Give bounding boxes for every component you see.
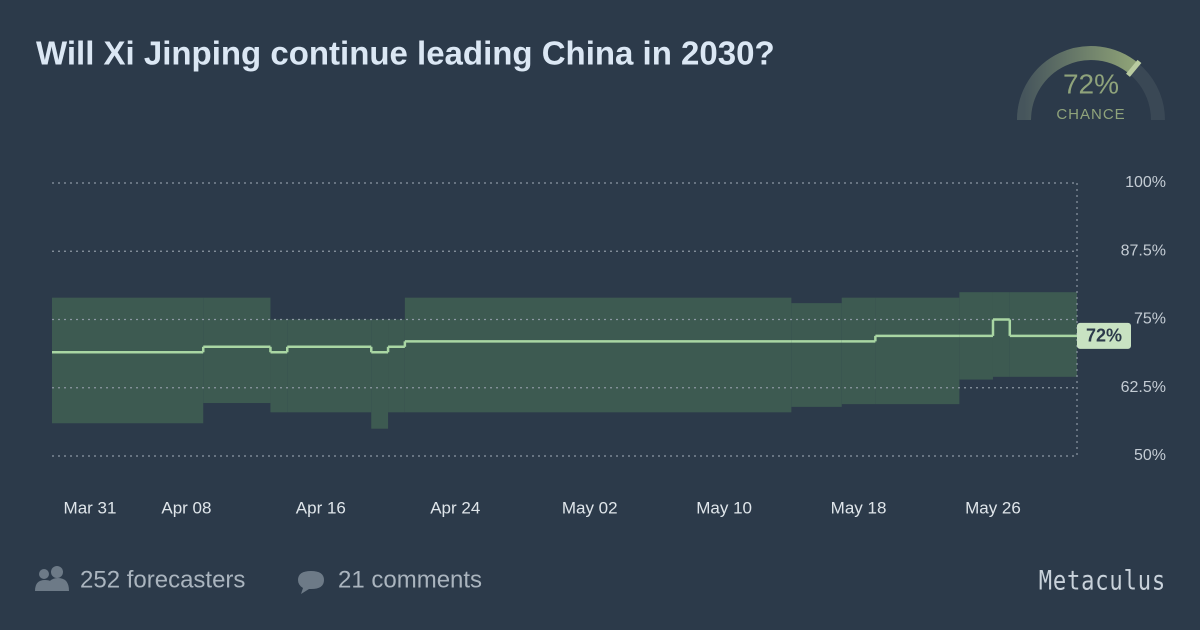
forecasters: 252 forecasters: [80, 566, 245, 593]
gauge-fill: [1017, 46, 1139, 121]
uncertainty-band: [52, 297, 204, 424]
uncertainty-band: [287, 319, 372, 413]
current-label-bg: [1077, 322, 1131, 349]
brand-logo: Metaculus: [1039, 565, 1166, 597]
forecasters-icon: [35, 566, 69, 591]
x-tick-label: Mar 31: [64, 498, 117, 517]
gauge-caption: CHANCE: [1056, 106, 1125, 123]
uncertainty-band: [992, 292, 1010, 377]
x-tick-label: Apr 24: [430, 498, 480, 517]
x-tick-label: Apr 08: [161, 498, 211, 517]
x-tick-label: May 02: [562, 498, 618, 517]
y-tick-label: 50%: [1134, 447, 1166, 464]
gauge-needle: [1126, 59, 1142, 77]
comments: 21 comments: [338, 566, 482, 593]
y-tick-label: 87.5%: [1121, 242, 1166, 259]
gauge: [1017, 46, 1165, 121]
uncertainty-band: [203, 297, 271, 404]
gauge-value: 72%: [1063, 68, 1119, 99]
uncertainty-band: [791, 303, 842, 407]
y-tick-label: 100%: [1125, 174, 1166, 191]
y-tick-label: 62.5%: [1121, 379, 1166, 396]
comments-icon: [298, 571, 324, 594]
uncertainty-band: [404, 297, 792, 413]
uncertainty-band: [1009, 292, 1077, 377]
y-tick-label: 75%: [1134, 311, 1166, 328]
title: Will Xi Jinping continue leading China i…: [36, 35, 775, 72]
uncertainty-band: [841, 297, 876, 405]
x-tick-label: May 26: [965, 498, 1021, 517]
uncertainty-band: [371, 319, 389, 429]
current-label: 72%: [1086, 326, 1122, 346]
x-tick-label: Apr 16: [296, 498, 346, 517]
uncertainty-band: [270, 319, 288, 413]
uncertainty-band: [388, 319, 405, 413]
x-tick-label: May 18: [831, 498, 887, 517]
uncertainty-band: [875, 297, 960, 405]
x-tick-label: May 10: [696, 498, 752, 517]
